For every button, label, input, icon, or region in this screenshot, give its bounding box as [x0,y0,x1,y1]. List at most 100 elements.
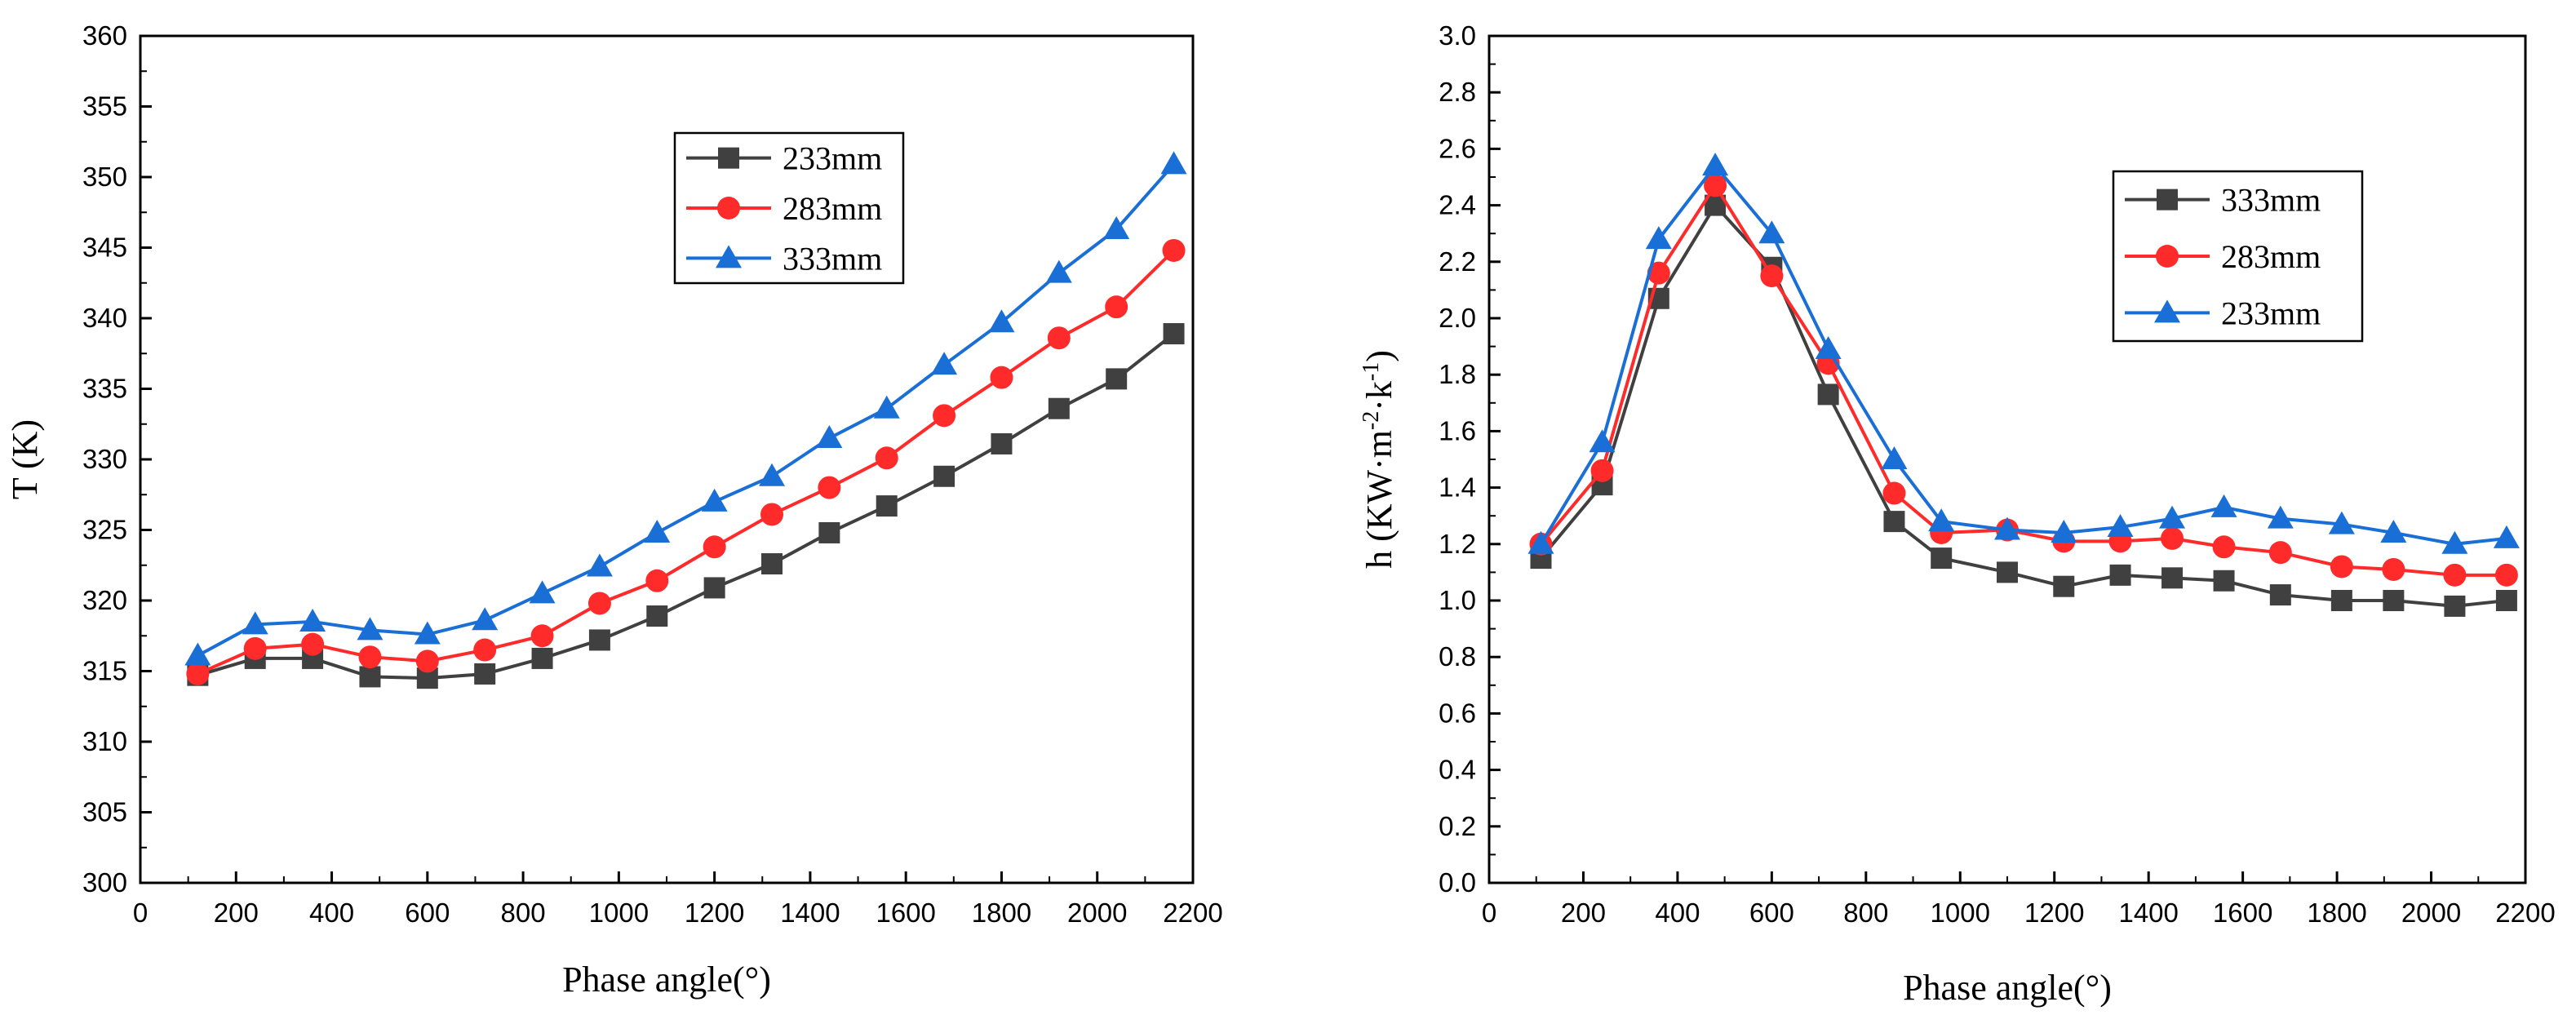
data-point [587,592,611,615]
data-point [2053,575,2075,597]
series-line [197,249,1175,676]
data-point [701,488,728,512]
legend-label: 333mm [2221,182,2321,219]
y-tick-label: 320 [82,585,127,615]
x-tick-label: 2200 [2495,898,2555,928]
data-point [474,663,496,685]
y-tick-label: 0.8 [1439,641,1476,672]
data-point [2268,541,2292,565]
plot-frame [139,34,1195,884]
x-axis-title: Phase angle(°) [1903,968,2112,1008]
data-point [1047,326,1071,350]
data-point [2159,505,2186,529]
data-point [2380,519,2407,543]
data-point [2495,590,2517,611]
y-tick-label: 3.0 [1439,20,1476,51]
data-point [2494,563,2518,587]
y-tick-label: 2.4 [1439,190,1476,220]
data-point [2330,555,2353,578]
data-point [876,495,898,517]
heat-transfer-chart: 0 200 400 600 800 1000 1200 1400 1600 1800 2000 220… [1359,20,2556,1008]
data-point [243,636,267,660]
y-tick-label: 360 [82,20,127,51]
x-tick-label: 0 [1482,898,1496,928]
data-point [184,642,211,666]
x-tick-label: 1200 [685,898,744,928]
data-point [2493,525,2520,548]
data-point [1590,459,1614,482]
data-point [1162,238,1186,262]
data-point [2109,564,2131,586]
y-tick-label: 325 [82,515,127,545]
legend-marker [2154,299,2180,323]
legend-label: 233mm [783,140,882,177]
data-point [933,404,956,428]
data-point [1527,530,1554,554]
y-tick-label: 1.4 [1439,472,1476,503]
data-point [1997,561,2018,583]
y-tick-label: 0.0 [1439,867,1476,898]
series-233mm [1527,153,2520,554]
data-point [2213,570,2235,592]
y-axis-title: h (KW·m-2·k-1) [1359,350,1399,569]
data-point [645,569,669,592]
x-tick-label: 1400 [780,898,840,928]
x-tick-label: 1000 [589,898,649,928]
data-point [2443,563,2467,587]
y-tick-label: 330 [82,444,127,474]
data-point [646,605,668,627]
data-point [1589,429,1616,453]
legend-marker [717,197,740,219]
x-tick-label: 0 [133,898,148,928]
y-tick-label: 300 [82,867,127,898]
y-tick-label: 2.0 [1439,303,1476,333]
data-point [2383,590,2405,611]
x-tick-label: 800 [1843,898,1888,928]
data-point [1645,226,1672,250]
data-point [2269,584,2291,606]
y-tick-label: 2.8 [1439,77,1476,107]
legend: 233mm 283mm 333mm [673,131,905,285]
data-point [2210,494,2237,517]
data-point [703,535,726,559]
data-point [1882,481,1906,505]
data-point [299,608,326,632]
x-tick-label: 2200 [1163,898,1222,928]
data-point [990,366,1013,389]
y-axis-title-part: ·k [1359,381,1399,411]
data-point [1758,220,1785,244]
data-point [759,463,785,486]
data-point [2107,514,2134,538]
data-point [531,647,553,669]
data-point [1928,508,1955,532]
y-tick-label: 0.6 [1439,698,1476,728]
x-tick-label: 2000 [1067,898,1127,928]
y-tick-label: 1.6 [1439,415,1476,446]
data-point [1106,368,1128,390]
series-333mm [184,151,1187,666]
data-point [529,580,556,604]
data-point [2051,519,2077,543]
data-point [875,446,898,470]
data-point [761,553,783,575]
data-point [1105,295,1128,319]
y-tick-label: 0.2 [1439,811,1476,841]
series-333mm [1530,194,2517,617]
data-point [2267,505,2294,529]
plot-frame [1488,34,2527,884]
x-tick-label: 200 [214,898,259,928]
data-point [991,432,1013,454]
data-point [1704,174,1727,197]
data-point [2330,590,2352,611]
series-line [197,163,1176,658]
data-point [301,632,325,656]
data-point [1883,511,1905,533]
data-point [1045,259,1072,283]
y-axis-title: T (K) [5,419,45,499]
legend-marker [2157,188,2178,211]
data-point [1702,153,1729,176]
x-tick-label: 600 [1749,898,1794,928]
x-tick-label: 200 [1561,898,1606,928]
y-axis-title-part: h (KW·m [1359,430,1399,569]
